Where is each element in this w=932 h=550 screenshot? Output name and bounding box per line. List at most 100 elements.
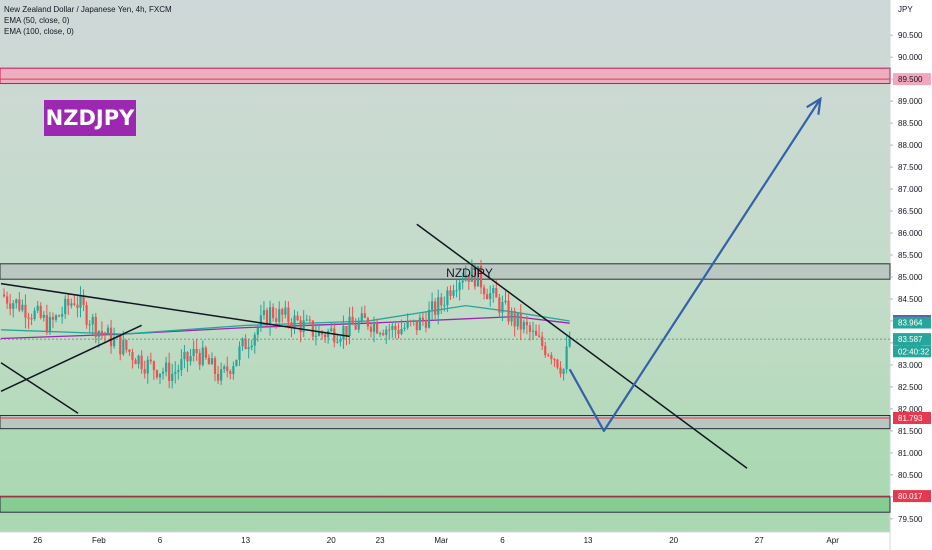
candle [220,369,223,381]
candle [568,338,571,347]
candle [375,322,379,334]
candle [168,362,171,381]
y-tick-label: 85.000 [898,273,923,282]
candle [51,316,55,320]
candle [412,320,415,322]
candle [323,334,327,338]
price-label-box [893,345,931,358]
legend-ema-100: EMA (100, close, 0) [4,27,74,36]
candle [67,298,70,306]
candle [48,316,52,333]
price-axis-panel [890,0,932,550]
candle [122,340,125,355]
candle [489,293,492,300]
candle [128,349,131,352]
resistance-zone [0,67,891,85]
trendline [0,324,142,392]
candle [137,355,140,365]
candle [161,371,165,374]
axis-unit: JPY [898,5,913,14]
candle [541,336,544,346]
legend-title: New Zealand Dollar / Japanese Yen, 4h, F… [4,5,172,14]
lower-green-area [0,424,890,532]
candle [177,370,180,372]
candle [180,359,183,371]
candle [495,287,498,298]
candle [223,366,226,370]
candle [476,266,480,287]
candle [76,304,79,308]
candle [113,337,116,347]
x-tick-label: 27 [755,536,764,545]
y-tick-label: 90.000 [898,53,923,62]
candle [507,300,510,322]
candle [516,313,519,327]
chart-legend: New Zealand Dollar / Japanese Yen, 4h, F… [4,4,172,37]
candle [253,334,256,346]
candle [330,328,333,331]
candle [247,347,250,350]
candle [553,359,556,361]
lower-zone [0,496,891,513]
candle [385,329,388,335]
candle [391,325,394,330]
candle [409,320,412,322]
candle [336,341,339,343]
candle [103,332,107,335]
candle [207,357,211,365]
price-label-box [893,490,931,503]
candle [379,333,382,335]
x-tick-label: 13 [584,536,593,545]
candle [281,309,284,315]
consolidation-zone [0,263,891,280]
candle [320,331,324,335]
candle [464,274,467,281]
candle [262,310,266,316]
candle [482,287,486,295]
candle [140,355,143,370]
candle [452,290,455,296]
candle [565,346,568,370]
candle [235,359,238,367]
candle [201,347,204,365]
candle [296,315,299,321]
candle [369,326,373,332]
symbol-badge: NZDJPY [44,100,136,136]
candle [434,301,437,315]
candle [250,345,253,348]
price-label: 02:40:32 [898,347,930,356]
price-label-box [893,333,931,346]
candle [293,315,296,329]
candle [85,305,88,325]
candle [501,302,504,313]
candle [382,333,385,335]
candle [36,305,39,311]
candle [308,319,311,321]
candle [345,326,348,336]
legend-ema-50: EMA (50, close, 0) [4,16,70,25]
candle [538,335,541,337]
candle [299,320,302,333]
candle [440,297,443,306]
candle [210,358,214,365]
candle [388,329,391,331]
y-tick-label: 89.000 [898,97,923,106]
candle [562,369,565,374]
y-tick-label: 84.500 [898,295,923,304]
candle [360,313,363,322]
candle [195,348,198,353]
candle [522,321,525,330]
price-label: 81.793 [898,414,923,423]
candle [198,352,201,365]
candle [528,325,532,332]
y-tick-label: 90.500 [898,31,923,40]
y-tick-label: 87.000 [898,185,923,194]
candle [149,359,152,362]
price-label-box [893,316,931,329]
candle [403,327,406,329]
candle [446,290,449,306]
candle [290,322,293,329]
candle [327,330,330,338]
